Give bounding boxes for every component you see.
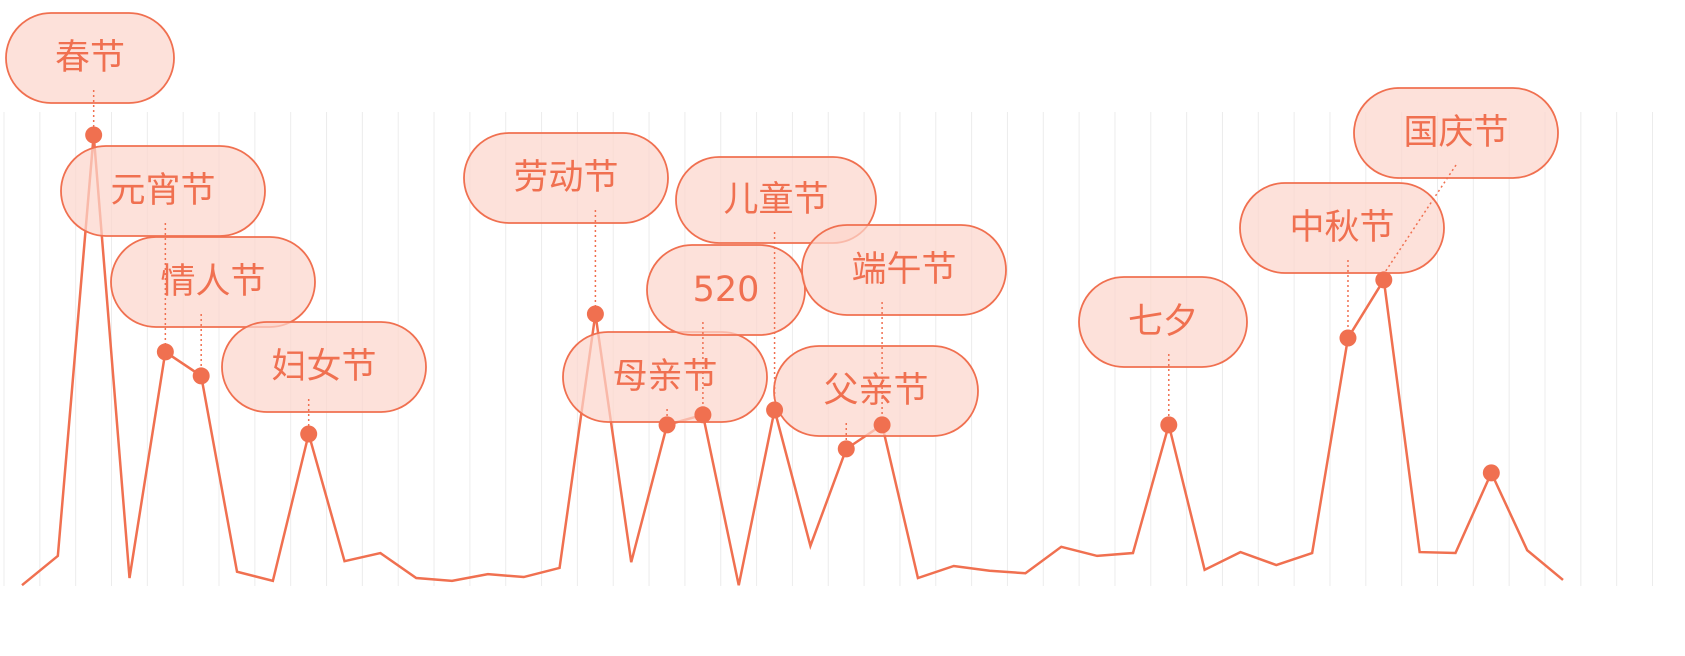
annotation-box: [221, 321, 427, 413]
point: [1160, 416, 1178, 434]
annotation-label: 情人节: [160, 262, 265, 302]
annotation-label: 儿童节: [723, 180, 828, 220]
annotation-box: [675, 156, 877, 244]
annotation-box: [110, 236, 316, 328]
point: [156, 343, 174, 361]
annotation-label: 妇女节: [271, 347, 376, 387]
annotation-box: [5, 12, 175, 104]
point: [658, 416, 676, 434]
line: [21, 134, 1564, 587]
point: [837, 440, 855, 458]
annotation-label: 七夕: [1128, 302, 1198, 342]
annotation-label: 春节: [55, 38, 125, 78]
annotation-box: [801, 224, 1007, 316]
annotation-box: [1239, 182, 1445, 274]
annotation-box: [1353, 87, 1559, 179]
annotation-box: [773, 345, 979, 437]
point: [586, 305, 604, 323]
point: [1375, 271, 1393, 289]
point: [300, 425, 318, 443]
annotation-label: 元宵节: [110, 171, 215, 211]
annotation-box: [60, 145, 266, 237]
annotation-label: 国庆节: [1403, 113, 1508, 153]
point: [1339, 329, 1357, 347]
annotation-label: 母亲节: [612, 357, 717, 397]
annotation-label: 520: [693, 270, 760, 310]
point: [85, 126, 103, 144]
annotation-box: [1078, 276, 1248, 368]
annotation-box: [646, 244, 806, 336]
point: [192, 367, 210, 385]
annotation-label: 中秋节: [1289, 208, 1394, 248]
annotation-box: [463, 132, 669, 224]
annotation-connector: [1383, 164, 1457, 275]
annotation-label: 端午节: [851, 250, 956, 290]
annotation-label: 父亲节: [823, 371, 928, 411]
point: [873, 416, 891, 434]
point: [694, 406, 712, 424]
point: [766, 401, 784, 419]
annotation-label: 劳动节: [513, 158, 618, 198]
point: [1482, 464, 1500, 482]
